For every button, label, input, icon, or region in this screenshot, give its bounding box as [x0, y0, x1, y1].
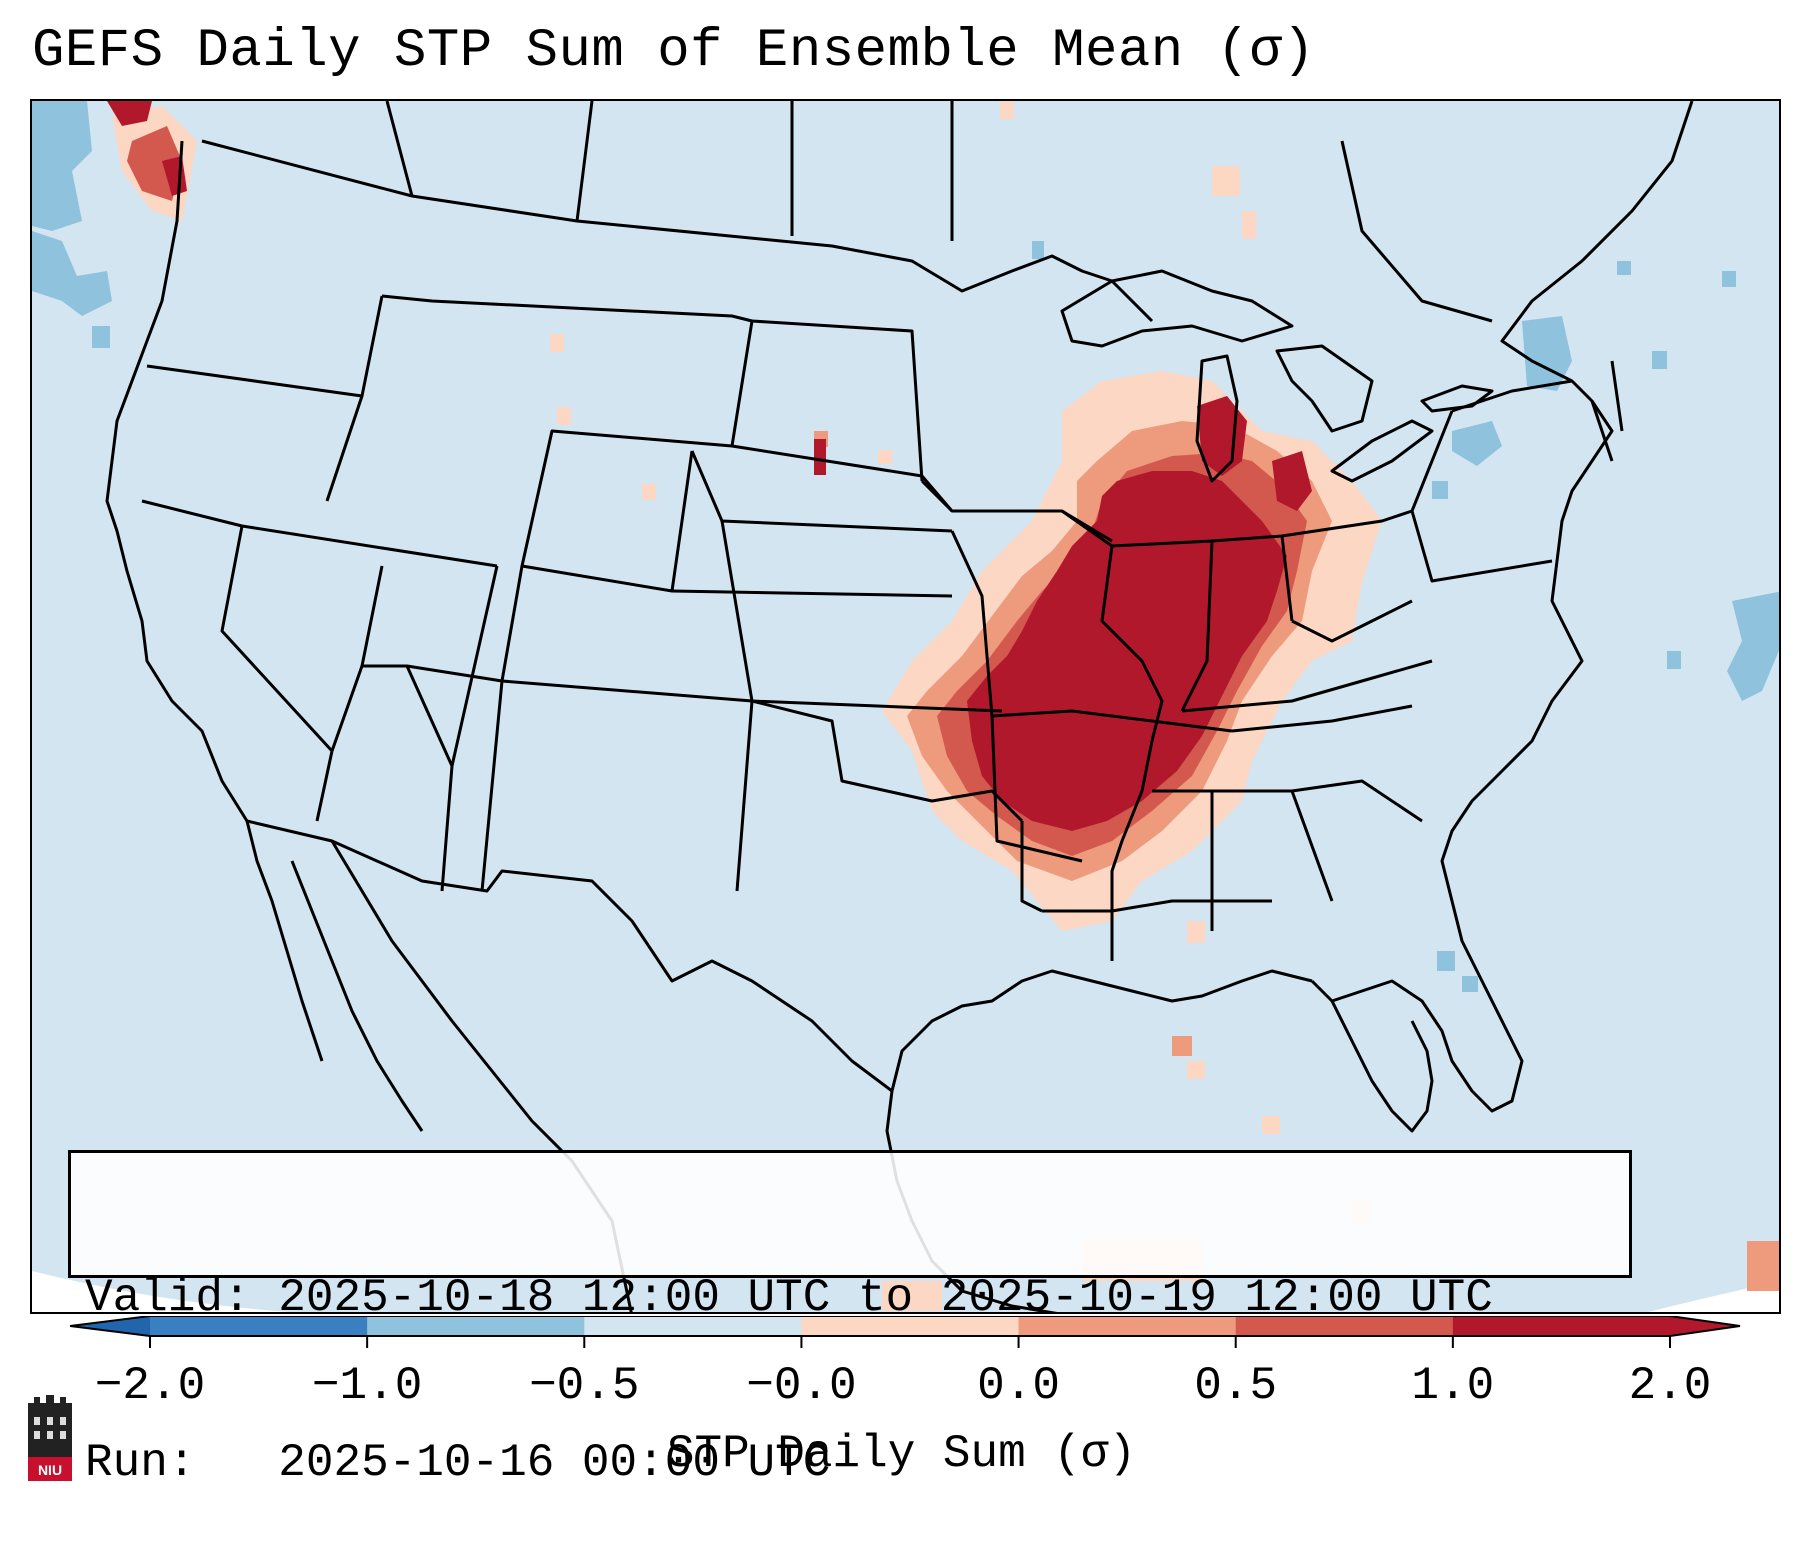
run-row: Run: 2025-10-16 00:00 UTC	[85, 1436, 1615, 1491]
state-border	[330, 664, 454, 767]
colorbar-segment	[584, 1316, 802, 1336]
colorbar-tick-label: 2.0	[1628, 1360, 1712, 1412]
lake-superior	[1060, 269, 1294, 348]
state-border	[450, 565, 499, 767]
state-border	[735, 700, 754, 892]
canada-province-border	[575, 101, 594, 222]
florida-coast	[1330, 1000, 1434, 1133]
lake-huron	[1275, 344, 1374, 433]
state-border	[146, 295, 384, 398]
state-border	[406, 664, 753, 703]
colorbar-tick-label: 0.0	[977, 1360, 1060, 1412]
us-canada-border	[201, 139, 1154, 323]
colorbar-tick-label: −2.0	[94, 1360, 206, 1412]
state-border	[1590, 400, 1614, 462]
state-border	[751, 699, 1024, 823]
colorbar-outline	[70, 1316, 1741, 1337]
niu-logo-icon: NIU	[28, 1395, 72, 1481]
colorbar-tick-label: −0.5	[529, 1360, 640, 1412]
validity-info-box: Valid: 2025-10-18 12:00 UTC to 2025-10-1…	[68, 1150, 1632, 1489]
baja-coast	[290, 860, 424, 1132]
state-border	[1231, 704, 1413, 733]
colorbar-tick-label: −0.0	[746, 1360, 857, 1412]
boundaries	[105, 101, 1694, 1312]
lake-erie	[1330, 419, 1434, 483]
state-border	[1181, 659, 1433, 713]
state-border	[751, 319, 924, 482]
state-border	[360, 565, 384, 667]
strong-anomaly-areas	[107, 101, 1312, 831]
logo-text: NIU	[38, 1462, 62, 1478]
colorbar-segment	[801, 1316, 1020, 1336]
projection-edge	[32, 1271, 290, 1312]
state-border	[220, 525, 334, 753]
state-border	[315, 750, 334, 822]
state-border	[751, 699, 1003, 713]
atlantic-coastline	[1310, 101, 1694, 1113]
state-border	[1451, 379, 1573, 413]
state-border	[1410, 410, 1454, 512]
state-border	[440, 765, 454, 892]
state-border	[1291, 599, 1413, 643]
state-border	[241, 524, 498, 568]
map-svg	[32, 101, 1779, 1312]
state-border	[325, 395, 364, 502]
state-border	[1020, 821, 1043, 913]
colorbar	[70, 1316, 1741, 1348]
state-border	[1042, 899, 1272, 913]
state-border	[920, 479, 1113, 543]
state-border	[381, 294, 753, 323]
state-border	[500, 450, 694, 682]
state-border	[1110, 740, 1154, 961]
state-border	[520, 320, 754, 567]
projection-edge	[1648, 1281, 1779, 1312]
colorbar-segment	[367, 1316, 585, 1336]
state-border	[1281, 509, 1413, 538]
colorbar-extend-low	[70, 1316, 150, 1336]
lake-michigan	[1195, 354, 1239, 483]
canada-province-border	[385, 101, 414, 197]
colorbar-label: STP Daily Sum (σ)	[666, 1428, 1137, 1480]
colorbar-tick-label: 0.5	[1194, 1360, 1278, 1412]
colorbar-segment	[150, 1316, 368, 1336]
state-border	[1291, 779, 1423, 823]
run-label: Run:	[85, 1437, 196, 1489]
state-border	[990, 715, 1083, 863]
state-border	[950, 530, 994, 717]
state-border	[671, 589, 953, 598]
colorbar-extend-high	[1670, 1316, 1740, 1336]
colorbar-tick-label: 1.0	[1411, 1360, 1495, 1412]
state-border	[1610, 360, 1624, 432]
state-border	[991, 709, 1233, 733]
us-mexico-border	[246, 819, 893, 1093]
canada-province-border	[1340, 140, 1493, 323]
state-border	[1410, 510, 1553, 583]
lake-ontario	[1420, 384, 1494, 413]
state-border	[1180, 540, 1214, 712]
state-border	[480, 680, 504, 892]
colorbar-tick-label: −1.0	[311, 1360, 423, 1412]
state-border	[720, 520, 754, 702]
colorbar-segment	[1452, 1316, 1671, 1336]
negative-anomaly-areas	[32, 101, 1779, 992]
colorbar-segment	[1018, 1316, 1237, 1336]
state-border	[141, 499, 243, 528]
state-border	[1100, 545, 1164, 742]
map-panel	[30, 99, 1781, 1314]
map-title: GEFS Daily STP Sum of Ensemble Mean (σ)	[32, 21, 1316, 82]
pacific-coastline	[105, 140, 324, 1062]
run-value: 2025-10-16 00:00 UTC	[278, 1437, 831, 1489]
colorbar-segment	[1235, 1316, 1454, 1336]
